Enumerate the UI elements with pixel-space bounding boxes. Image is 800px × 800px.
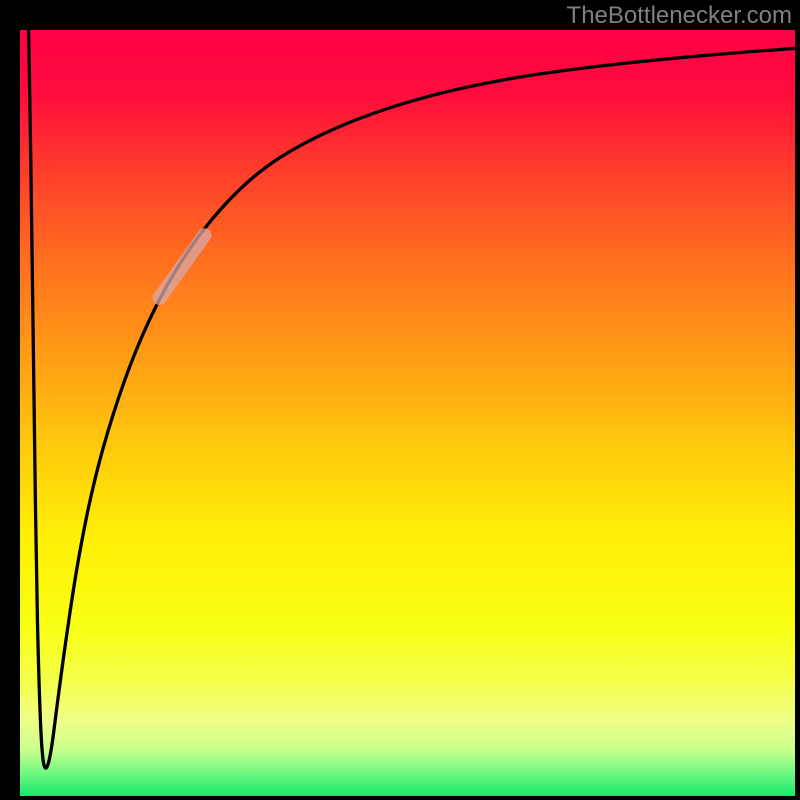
chart-container: TheBottlenecker.com	[0, 0, 800, 800]
watermark-text: TheBottlenecker.com	[567, 2, 792, 30]
plot-background	[20, 30, 795, 796]
bottleneck-curve-chart	[0, 0, 800, 800]
